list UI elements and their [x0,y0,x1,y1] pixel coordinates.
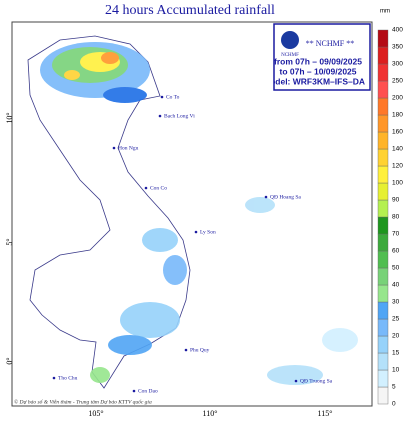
colorbar-label: 90 [392,197,400,204]
place-dot [160,95,164,99]
place-dot [52,376,56,380]
colorbar-segment [377,250,389,269]
lon-label: 105° [88,409,103,418]
place-dot [144,186,148,190]
colorbar-segment [377,216,389,235]
logo [281,31,299,49]
model-text: Model: WRF3KM–IFS–DA [263,76,365,86]
colorbar-label: 25 [392,316,400,323]
place-dot [294,379,298,383]
colorbar-segment [377,301,389,320]
colorbar-label: 60 [392,248,400,255]
banner: ** NCHMF ** [306,39,354,48]
colorbar-segment [377,199,389,218]
colorbar-label: 50 [392,265,400,272]
colorbar-segment [377,148,389,167]
unit: mm [380,9,390,15]
colorbar-segment [377,335,389,354]
colorbar-segment [377,318,389,337]
lat-label: 0° [5,357,14,364]
colorbar-label: 10 [392,367,400,374]
colorbar-label: 400 [392,27,403,34]
colorbar-label: 70 [392,231,400,238]
place-dot [184,348,188,352]
colorbar-segment [377,386,389,405]
place-label: Con Co [150,185,167,191]
to-text: to 07h – 10/09/2025 [279,66,356,76]
colorbar-segment [377,97,389,116]
colorbar-label: 0 [392,401,396,408]
colorbar-segment [377,80,389,99]
colorbar-segment [377,114,389,133]
place-label: QĐ Truong Sa [300,378,333,384]
from-text: from 07h – 09/09/2025 [274,56,362,66]
place-label: Hon Ngu [118,145,139,151]
colorbar-label: 20 [392,333,400,340]
colorbar-segment [377,267,389,286]
place-label: Con Dao [138,388,158,394]
colorbar-label: 350 [392,44,403,51]
place-label: QĐ Hoang Sa [270,194,301,200]
lon-label: 115° [318,409,333,418]
place-dot [112,146,116,150]
info-box: NCHMF ** NCHMF ** from 07h – 09/09/2025 … [263,23,371,91]
colorbar-label: 15 [392,350,400,357]
title: 24 hours Accumulated rainfall [105,3,275,18]
place-label: Phu Quy [190,347,210,353]
place-dot [194,230,198,234]
logo-text: NCHMF [281,53,299,58]
colorbar-label: 200 [392,95,403,102]
colorbar-segment [377,284,389,303]
colorbar-segment [377,182,389,201]
colorbar-segment [377,233,389,252]
colorbar-label: 300 [392,61,403,68]
colorbar-label: 120 [392,163,403,170]
colorbar-segment [377,63,389,82]
place-dot [158,114,162,118]
colorbar-label: 30 [392,299,400,306]
colorbar-segment [377,352,389,371]
place-label: Co To [166,94,180,100]
lat-label: 5° [5,238,14,245]
colorbar-segment [377,46,389,65]
colorbar-segment [377,369,389,388]
colorbar-label: 140 [392,146,403,153]
colorbar-label: 80 [392,214,400,221]
landmass [27,35,191,389]
place-label: Bach Long Vi [164,113,195,119]
colorbar-label: 180 [392,112,403,119]
place-dot [264,195,268,199]
lat-label: 10° [5,112,14,123]
colorbar-segment [377,29,389,48]
colorbar-label: 40 [392,282,400,289]
colorbar-segment [377,131,389,150]
model-clip: Model: WRF3KM–IFS–DA [263,76,365,86]
place-label: Tho Chu [58,375,78,381]
place-dot [132,389,136,393]
colorbar-segment [377,165,389,184]
place-label: Ly Son [200,229,216,235]
credit: © Dự báo số & Viễn thám - Trung tâm Dự b… [14,398,152,405]
lon-label: 110° [203,409,218,418]
colorbar-label: 250 [392,78,403,85]
rain-patches [40,42,358,385]
colorbar-label: 160 [392,129,403,136]
colorbar-label: 5 [392,384,396,391]
colorbar-label: 100 [392,180,403,187]
